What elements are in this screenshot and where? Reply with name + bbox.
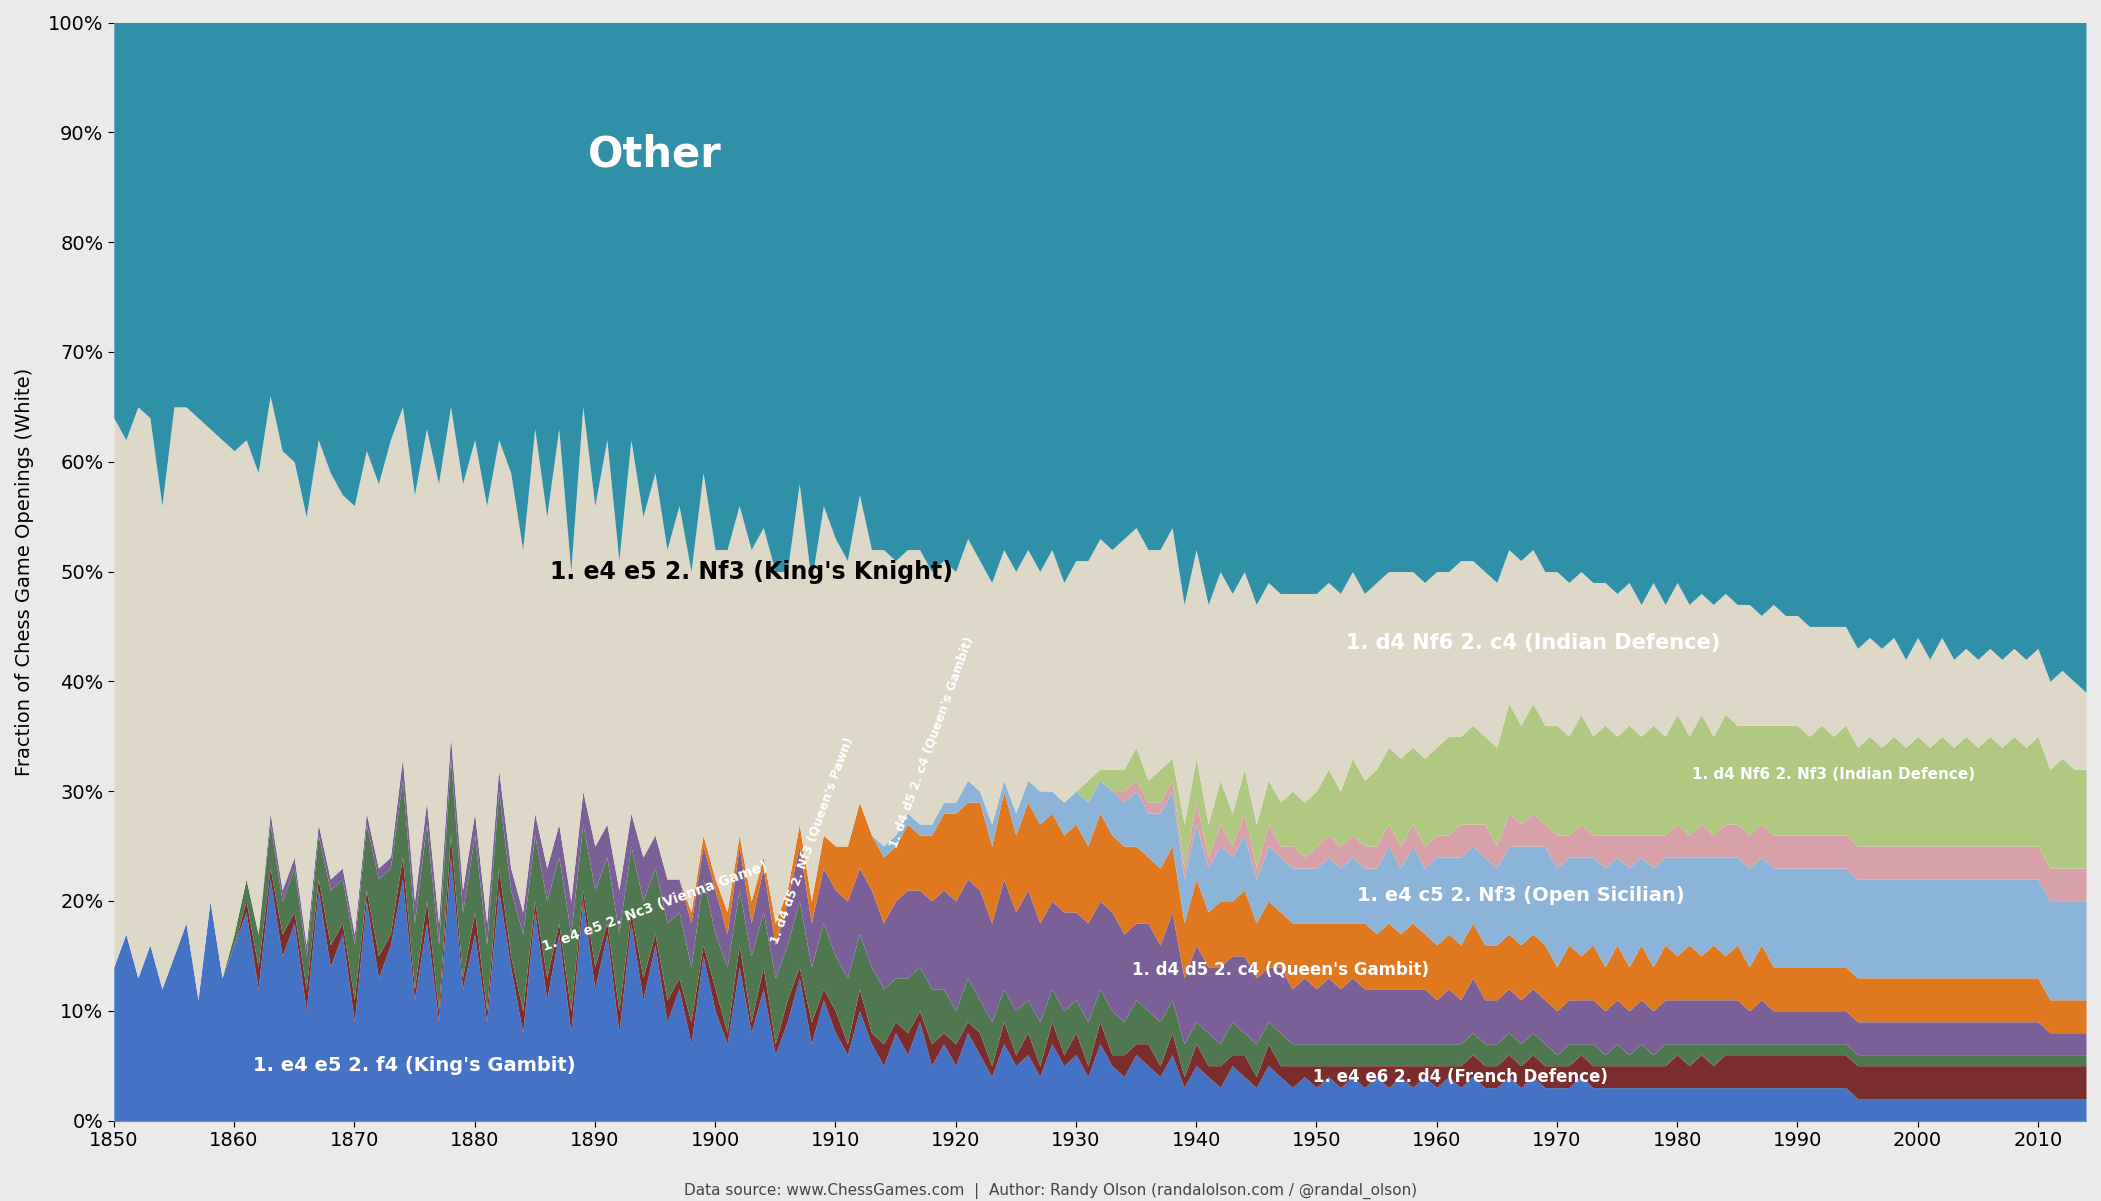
- Text: 1. d4 Nf6 2. Nf3 (Indian Defence): 1. d4 Nf6 2. Nf3 (Indian Defence): [1691, 767, 1975, 782]
- Text: 1. e4 e5 2. Nc3 (Vienna Game): 1. e4 e5 2. Nc3 (Vienna Game): [540, 859, 769, 954]
- Y-axis label: Fraction of Chess Game Openings (White): Fraction of Chess Game Openings (White): [15, 368, 34, 776]
- Text: 1. e4 c5 2. Nf3 (Open Sicilian): 1. e4 c5 2. Nf3 (Open Sicilian): [1357, 886, 1685, 904]
- Text: 1. e4 e6 2. d4 (French Defence): 1. e4 e6 2. d4 (French Defence): [1313, 1068, 1607, 1086]
- Text: 1. e4 e5 2. Nf3 (King's Knight): 1. e4 e5 2. Nf3 (King's Knight): [550, 560, 952, 584]
- Text: Other: Other: [588, 133, 723, 175]
- Text: 1. d4 d5 2. Nf3 (Queen's Pawn): 1. d4 d5 2. Nf3 (Queen's Pawn): [767, 735, 855, 945]
- Text: 1. d4 d5 2. c4 (Queen's Gambit): 1. d4 d5 2. c4 (Queen's Gambit): [887, 634, 977, 849]
- Text: Data source: www.ChessGames.com  |  Author: Randy Olson (randalolson.com / @rand: Data source: www.ChessGames.com | Author…: [685, 1183, 1416, 1199]
- Text: 1. d4 Nf6 2. c4 (Indian Defence): 1. d4 Nf6 2. c4 (Indian Defence): [1347, 633, 1721, 653]
- Text: 1. e4 e5 2. f4 (King's Gambit): 1. e4 e5 2. f4 (King's Gambit): [252, 1056, 576, 1075]
- Text: 1. d4 d5 2. c4 (Queen's Gambit): 1. d4 d5 2. c4 (Queen's Gambit): [1132, 960, 1429, 978]
